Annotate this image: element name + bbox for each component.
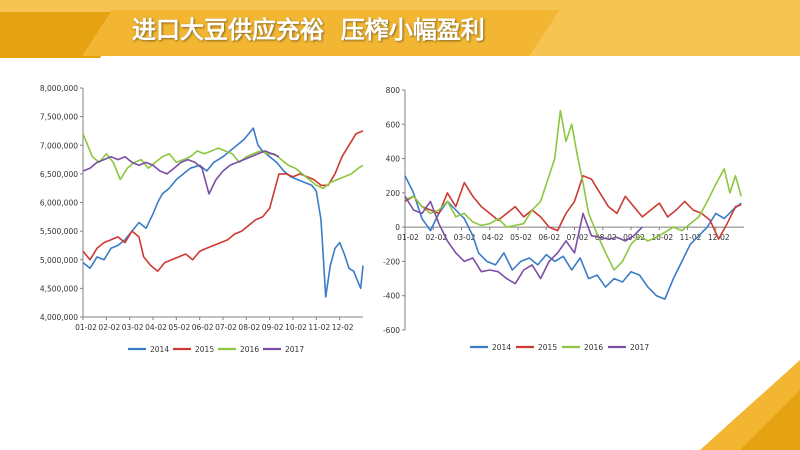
- x-tick-label: 06-02: [538, 233, 560, 242]
- x-tick-label: 10-02: [651, 233, 673, 242]
- y-tick-label: 200: [386, 189, 401, 198]
- series-line-2015: [82, 130, 364, 272]
- chart-right-crush-margin: -600 -400 -200 0 200 400 600 800 01-02 02-02 03-02…: [383, 86, 744, 352]
- legend: 2014 2015 2016 2017: [128, 345, 304, 354]
- x-tick-label: 05-02: [168, 323, 190, 332]
- x-tick-label: 11-02: [308, 323, 330, 332]
- y-tick-label: 600: [386, 120, 401, 129]
- y-tick-label: 0: [395, 223, 400, 232]
- legend-label-2015: 2015: [195, 345, 214, 354]
- x-tick-label: 08-02: [595, 233, 617, 242]
- legend-label-2016: 2016: [584, 343, 603, 352]
- x-tick-label: 10-02: [285, 323, 307, 332]
- banner-background: [0, 0, 800, 58]
- legend-label-2017: 2017: [630, 343, 649, 352]
- x-tick-label: 07-02: [215, 323, 237, 332]
- y-tick-label: -400: [383, 292, 400, 301]
- x-tick-label: 08-02: [238, 323, 260, 332]
- x-tick-label: 09-02: [623, 233, 645, 242]
- y-tick-label: 7,000,000: [40, 141, 78, 150]
- y-tick-label: 4,000,000: [40, 313, 78, 322]
- x-tick-label: 01-02: [397, 233, 419, 242]
- x-tick-label: 09-02: [262, 323, 284, 332]
- x-tick-label: 03-02: [454, 233, 476, 242]
- legend-label-2016: 2016: [240, 345, 259, 354]
- legend-label-2017: 2017: [285, 345, 304, 354]
- series-line-2017: [82, 150, 280, 195]
- y-tick-label: 5,500,000: [40, 227, 78, 236]
- x-tick-label: 11-02: [680, 233, 702, 242]
- y-tick-label: 6,000,000: [40, 199, 78, 208]
- y-tick-label: 5,000,000: [40, 256, 78, 265]
- y-tick-label: 7,500,000: [40, 113, 78, 122]
- y-tick-label: 400: [386, 155, 401, 164]
- x-tick-label: 02-02: [98, 323, 120, 332]
- x-tick-label: 12-02: [332, 323, 354, 332]
- y-tick-label: 6,500,000: [40, 170, 78, 179]
- legend-label-2014: 2014: [492, 343, 511, 352]
- series-line-2015: [404, 174, 742, 240]
- x-tick-label: 01-02: [75, 323, 97, 332]
- y-tick-label: 8,000,000: [40, 84, 78, 93]
- x-tick-label: 03-02: [122, 323, 144, 332]
- x-tick-label: 04-02: [482, 233, 504, 242]
- y-tick-label: -200: [383, 257, 400, 266]
- title-banner: 进口大豆供应充裕 压榨小幅盈利: [0, 0, 800, 62]
- legend-label-2015: 2015: [538, 343, 557, 352]
- y-tick-label: 4,500,000: [40, 284, 78, 293]
- x-tick-label: 04-02: [145, 323, 167, 332]
- series-line-2016: [404, 109, 742, 271]
- x-tick-label: 05-02: [510, 233, 532, 242]
- legend-label-2014: 2014: [150, 345, 169, 354]
- page-title: 进口大豆供应充裕 压榨小幅盈利: [132, 16, 485, 44]
- corner-decoration: [700, 360, 800, 450]
- series-line-2017: [404, 195, 643, 285]
- y-tick-label: -600: [383, 326, 400, 335]
- chart-left-soybean-inventory: 4,000,000 4,500,000 5,000,000 5,500,000 6,00…: [40, 84, 364, 354]
- x-tick-label: 02-02: [425, 233, 447, 242]
- series-line-2016: [82, 133, 364, 189]
- legend: 2014 2015 2016 2017: [470, 343, 649, 352]
- series-line-2014: [82, 127, 364, 298]
- series-line-2014: [404, 175, 742, 300]
- y-tick-label: 800: [386, 86, 401, 95]
- x-tick-label: 06-02: [192, 323, 214, 332]
